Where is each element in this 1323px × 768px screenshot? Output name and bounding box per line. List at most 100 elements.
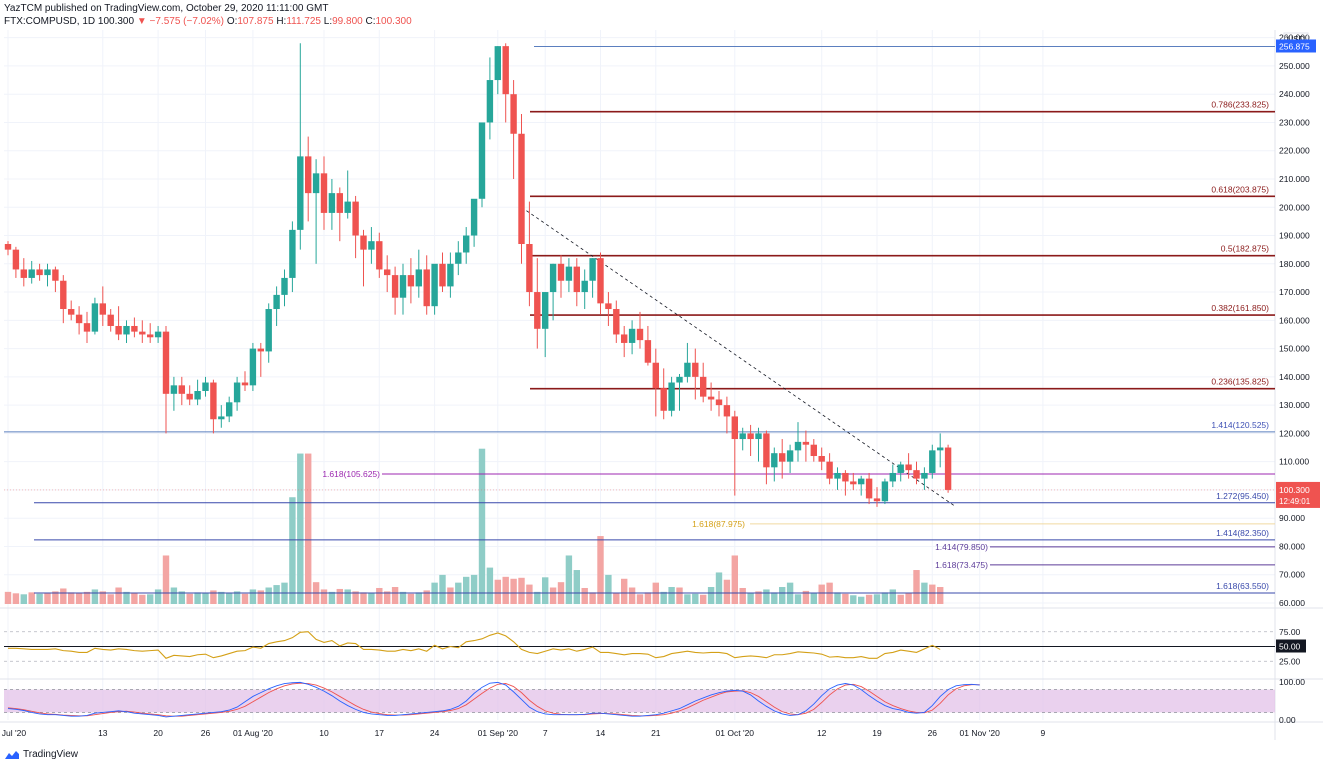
candle-body (352, 201, 359, 236)
candle-body (913, 470, 920, 479)
candle-body (802, 441, 810, 445)
candle-body (613, 309, 620, 335)
candle-body (368, 241, 375, 250)
volume-bar (12, 593, 20, 604)
candle-body (241, 382, 249, 386)
volume-bar (929, 584, 936, 604)
volume-bar (218, 591, 225, 604)
candle-body (526, 244, 533, 293)
candle-body (739, 433, 746, 440)
candle-body (628, 328, 636, 343)
volume-bar (107, 594, 114, 604)
candle-body (786, 450, 794, 462)
volume-bar (28, 592, 35, 604)
volume-bar (170, 587, 178, 604)
time-tick-label: 01 Jul '20 (0, 728, 26, 738)
price-tick-label: 210.000 (1279, 174, 1310, 184)
rsi-badge (1276, 639, 1306, 653)
candle-body (921, 472, 928, 479)
high-label: H: (276, 16, 287, 27)
candle-body (36, 269, 43, 276)
volume-bar (44, 592, 51, 604)
price-tick-label: 130.000 (1279, 400, 1310, 410)
volume-bar (376, 587, 383, 604)
volume-bar (384, 591, 391, 604)
candle-body (573, 266, 580, 293)
candle-body (542, 292, 549, 329)
rsi-badge-text: 50.00 (1279, 642, 1301, 652)
candle-body (826, 461, 833, 479)
volume-bar (850, 595, 857, 604)
price-tick-label: 60.000 (1279, 598, 1305, 608)
volume-bar (344, 589, 351, 604)
volume-bar (99, 591, 106, 604)
candle-body (881, 481, 889, 502)
candle-body (668, 382, 675, 411)
candle-body (494, 46, 501, 81)
volume-bar (700, 594, 707, 604)
volume-bar (52, 591, 59, 604)
volume-bar (131, 593, 138, 604)
candle-body (162, 331, 170, 394)
volume-bar (802, 590, 810, 604)
candle-body (549, 263, 557, 293)
volume-bar (858, 596, 865, 604)
price-tick-label: 140.000 (1279, 372, 1310, 382)
volume-bar (526, 584, 533, 604)
volume-bar (115, 587, 122, 604)
time-tick-label: 01 Oct '20 (716, 728, 755, 738)
candle-body (60, 280, 67, 310)
candle-body (557, 263, 565, 281)
stoch-tick-label: 0.00 (1279, 715, 1296, 725)
price-tick-label: 180.000 (1279, 259, 1310, 269)
volume-bar (297, 453, 304, 604)
volume-bar (147, 594, 154, 604)
candle-body (486, 80, 494, 123)
candle-body (889, 472, 896, 482)
tradingview-footer[interactable]: TradingView (4, 749, 78, 760)
candle-body (700, 376, 707, 397)
time-tick-label: 12 (817, 728, 827, 738)
last-price: 100.300 (97, 16, 135, 27)
candle-body (755, 433, 762, 440)
candle-body (944, 447, 952, 490)
volume-bar (470, 574, 478, 604)
volume-bar (447, 587, 454, 604)
publish-info: YazTCM published on TradingView.com, Oct… (4, 3, 329, 14)
volume-bar (771, 592, 778, 604)
candle-body (233, 382, 241, 403)
candle-body (384, 269, 391, 276)
volume-bar (692, 593, 699, 604)
candle-body (312, 173, 320, 194)
candle-body (565, 266, 573, 281)
volume-bar (368, 593, 375, 604)
candle-body (439, 263, 446, 287)
volume-bar (36, 593, 43, 604)
volume-bar (289, 497, 296, 604)
candle-body (305, 156, 312, 194)
volume-bar (399, 591, 407, 604)
volume-bar (873, 594, 881, 604)
volume-bar (589, 592, 596, 604)
candle-body (249, 348, 257, 386)
candle-body (399, 275, 407, 298)
rsi-line (8, 631, 941, 659)
volume-bar (202, 592, 209, 604)
candle-body (210, 382, 217, 420)
brand-label: TradingView (23, 749, 79, 760)
candle-body (581, 280, 588, 293)
candle-body (707, 396, 715, 400)
candle-body (28, 269, 35, 278)
volume-bar (320, 589, 328, 604)
candle-body (676, 376, 683, 383)
candle-body (842, 472, 849, 482)
candle-body (763, 433, 770, 468)
candle-body (470, 198, 478, 236)
volume-bar (233, 591, 241, 604)
countdown-badge-text: 12:49:01 (1279, 497, 1311, 506)
price-tick-label: 80.000 (1279, 541, 1305, 551)
volume-bar (905, 593, 912, 604)
volume-bar (226, 593, 233, 604)
price-change: ▼ −7.575 (−7.02%) (136, 16, 225, 27)
